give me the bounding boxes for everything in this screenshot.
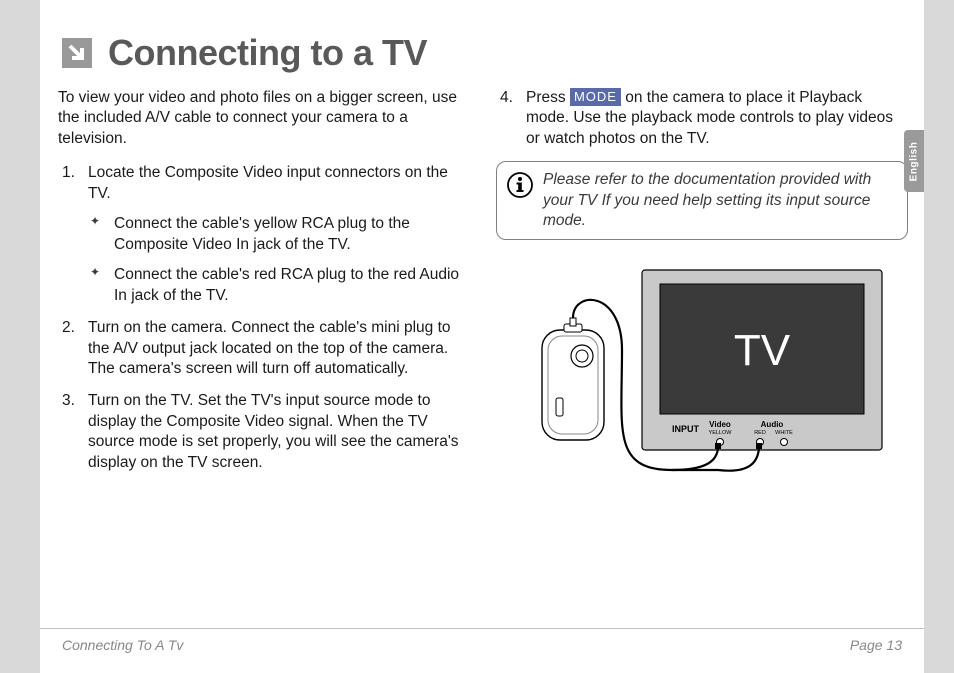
page-heading: Connecting to a TV (58, 32, 908, 74)
step-text: Locate the Composite Video input connect… (88, 164, 448, 201)
sub-item: Connect the cable's yellow RCA plug to t… (88, 214, 470, 255)
step-item: Press MODE on the camera to place it Pla… (496, 88, 908, 149)
page-title: Connecting to a TV (108, 32, 427, 74)
tv-label: TV (734, 326, 791, 375)
step-text: Turn on the TV. Set the TV's input sourc… (88, 392, 459, 470)
note-text: Please refer to the documentation provid… (543, 170, 897, 230)
svg-text:Audio: Audio (761, 420, 784, 429)
step-item: Locate the Composite Video input connect… (58, 163, 470, 306)
svg-text:Video: Video (709, 420, 731, 429)
language-label: English (909, 141, 920, 181)
sub-item: Connect the cable's red RCA plug to the … (88, 265, 470, 306)
step-item: Turn on the camera. Connect the cable's … (58, 318, 470, 379)
connection-diagram: TV INPUT Video YELLOW Audio RED WHITE (496, 260, 908, 480)
step-text: Turn on the camera. Connect the cable's … (88, 319, 451, 377)
intro-paragraph: To view your video and photo files on a … (58, 88, 470, 149)
steps-list-left: Locate the Composite Video input connect… (58, 163, 470, 473)
svg-text:INPUT: INPUT (672, 424, 700, 434)
svg-text:WHITE: WHITE (775, 430, 793, 436)
step-text-prefix: Press (526, 89, 570, 106)
step-item: Turn on the TV. Set the TV's input sourc… (58, 391, 470, 473)
mode-key-label: MODE (570, 88, 621, 106)
info-icon (507, 172, 533, 198)
info-note: Please refer to the documentation provid… (496, 161, 908, 239)
footer-section: Connecting To A Tv (62, 637, 183, 653)
svg-text:RED: RED (754, 430, 766, 436)
camera-icon (542, 318, 604, 440)
arrow-down-right-icon (62, 38, 92, 68)
svg-text:YELLOW: YELLOW (709, 430, 733, 436)
page-footer: Connecting To A Tv Page 13 (40, 628, 924, 653)
footer-page: Page 13 (850, 637, 902, 653)
left-column: To view your video and photo files on a … (58, 88, 470, 485)
steps-list-right: Press MODE on the camera to place it Pla… (496, 88, 908, 149)
language-tab: English (904, 130, 924, 192)
right-column: Press MODE on the camera to place it Pla… (496, 88, 908, 485)
